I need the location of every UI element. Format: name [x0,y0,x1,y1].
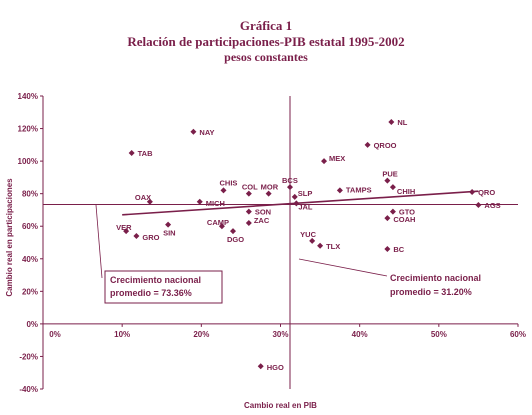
data-label-zac: ZAC [254,216,270,225]
data-label-oax: OAX [135,193,151,202]
data-point-slp [291,193,298,200]
chart-units: pesos constantes [224,50,308,64]
y-tick-label: -40% [19,385,38,394]
data-point-dgo [230,228,236,235]
data-point-tamps [336,187,343,194]
annotation-pib-leader [298,258,388,277]
x-tick-label: 10% [114,330,130,339]
chart-title: Gráfica 1 [239,18,293,33]
x-tick-label: 60% [510,330,526,339]
annotation-participaciones-line2: promedio = 73.36% [110,288,192,298]
data-point-camp [218,223,225,230]
data-point-qroo [364,141,371,148]
data-label-tamps: TAMPS [346,185,372,194]
data-point-mor [265,190,272,197]
data-label-jal: JAL [298,202,313,211]
data-point-ags [475,202,482,209]
data-label-mich: MICH [206,199,225,208]
y-tick-label: 140% [18,92,38,101]
data-point-tab [128,149,135,156]
data-point-chis [220,187,227,194]
data-point-mich [196,198,203,205]
data-label-bcs: BCS [282,176,298,185]
y-axis-title: Cambio real en participaciones [5,178,14,297]
data-label-slp: SLP [298,189,313,198]
annotation-pib-line1: Crecimiento nacional [390,273,481,283]
data-label-ags: AGS [484,201,500,210]
data-point-oax [146,198,153,205]
annotation-box [104,270,223,304]
data-label-nay: NAY [199,128,214,137]
data-label-chis: CHIS [220,178,238,187]
data-label-gro: GRO [142,233,159,242]
data-point-bc [384,246,391,253]
data-label-qroo: QROO [374,141,397,150]
x-tick-label: 20% [193,330,209,339]
data-label-tab: TAB [138,149,153,158]
data-point-gto [389,208,396,215]
data-point-bcs [287,184,293,191]
data-label-nl: NL [397,118,407,127]
y-tick-label: 80% [22,190,38,199]
data-point-yuc [309,237,316,244]
data-label-coah: COAH [393,215,415,224]
data-point-qro [469,189,476,196]
data-label-camp: CAMP [207,218,229,227]
annotation-participaciones-leader [95,204,103,279]
data-label-mor: MOR [261,183,279,192]
chart-subtitle: Relación de participaciones-PIB estatal … [127,34,405,49]
data-point-gro [133,232,140,239]
x-axis-title: Cambio real en PIB [244,401,317,410]
data-point-ver [123,228,130,235]
x-tick-label: 50% [431,330,447,339]
data-label-dgo: DGO [227,235,244,244]
data-label-tlx: TLX [326,242,340,251]
x-tick-label: 0% [49,330,61,339]
x-tick-label: 40% [352,330,368,339]
data-label-ver: VER [116,223,132,232]
data-point-jal [293,200,300,207]
y-tick-label: 0% [26,320,38,329]
data-point-nay [190,128,197,135]
data-label-son: SON [255,208,271,217]
data-point-hgo [257,363,264,370]
data-point-pue [384,177,391,184]
annotation-participaciones-line1: Crecimiento nacional [110,275,201,285]
data-label-gto: GTO [399,208,415,217]
y-tick-label: 20% [22,287,38,296]
data-label-hgo: HGO [267,363,284,372]
chart-title-block: Gráfica 1 Relación de participaciones-PI… [0,18,532,65]
data-label-col: COL [242,183,258,192]
data-point-zac [245,219,252,226]
data-point-mex [321,158,328,165]
y-tick-label: 60% [22,222,38,231]
trend-line [122,190,479,216]
data-point-coah [384,215,391,222]
data-label-qro: QRO [478,188,495,197]
data-point-chih [389,184,396,191]
data-label-yuc: YUC [300,230,316,239]
data-label-pue: PUE [382,170,397,179]
data-point-sin [165,221,172,228]
x-tick-label: 30% [272,330,288,339]
data-point-tlx [317,242,324,249]
data-label-bc: BC [393,245,404,254]
y-tick-label: 40% [22,255,38,264]
y-tick-label: -20% [19,352,38,361]
data-label-chih: CHIH [397,187,415,196]
annotation-pib-line2: promedio = 31.20% [390,287,472,297]
data-point-son [245,208,252,215]
data-label-mex: MEX [329,154,345,163]
data-point-nl [388,119,395,126]
y-tick-label: 100% [18,157,38,166]
y-tick-label: 120% [18,125,38,134]
data-label-sin: SIN [163,229,176,238]
data-point-col [245,190,252,197]
